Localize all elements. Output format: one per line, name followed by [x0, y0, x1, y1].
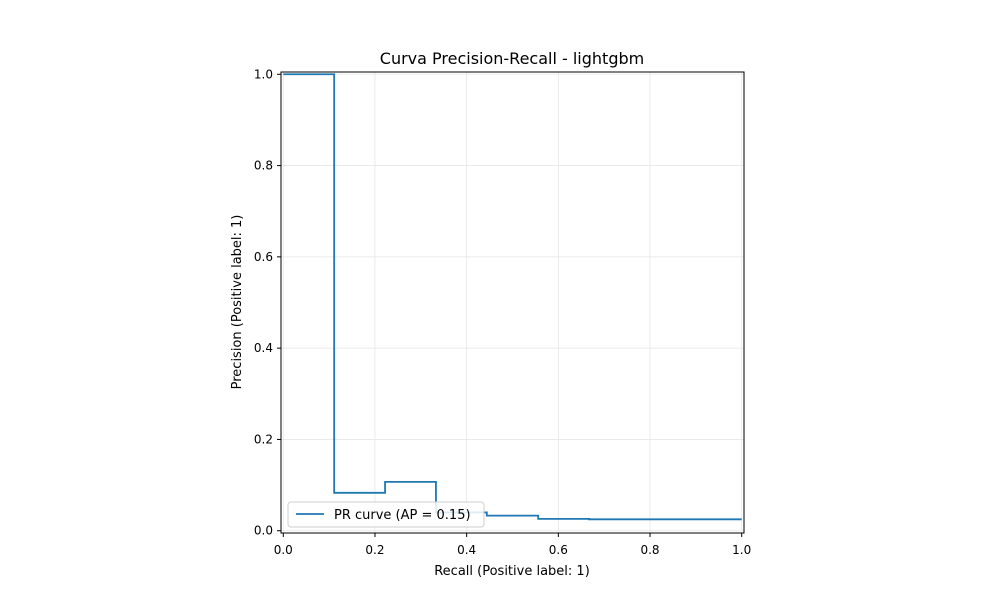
legend-entry-pr-curve: PR curve (AP = 0.15) [334, 508, 471, 523]
series-layer [283, 73, 742, 521]
x-tick-label-0: 0.0 [274, 543, 293, 557]
axis-ticks: 0.0 0.2 0.4 0.6 0.8 1.0 0.0 0.2 0.4 0.6 0.8 1.0 [254, 67, 751, 557]
x-tick-label-3: 0.6 [549, 543, 568, 557]
y-tick-label-0: 0.0 [254, 524, 273, 538]
x-axis-label: Recall (Positive label: 1) [434, 564, 590, 579]
y-tick-label-3: 0.6 [254, 250, 273, 264]
pr-curve-line-0 [283, 73, 742, 521]
y-tick-label-5: 1.0 [254, 67, 273, 81]
y-axis-label: Precision (Positive label: 1) [230, 215, 245, 390]
plot-frame [280, 71, 745, 534]
x-tick-label-5: 1.0 [732, 543, 751, 557]
legend-box [287, 501, 485, 528]
chart-title: Curva Precision-Recall - lightgbm [380, 49, 644, 68]
y-tick-label-4: 0.8 [254, 159, 273, 173]
x-tick-label-4: 0.8 [640, 543, 659, 557]
x-tick-label-1: 0.2 [365, 543, 384, 557]
grid-lines [281, 72, 744, 533]
legend: PR curve (AP = 0.15) [287, 501, 485, 528]
x-tick-label-2: 0.4 [457, 543, 476, 557]
y-tick-label-1: 0.2 [254, 432, 273, 446]
y-tick-label-2: 0.4 [254, 341, 273, 355]
